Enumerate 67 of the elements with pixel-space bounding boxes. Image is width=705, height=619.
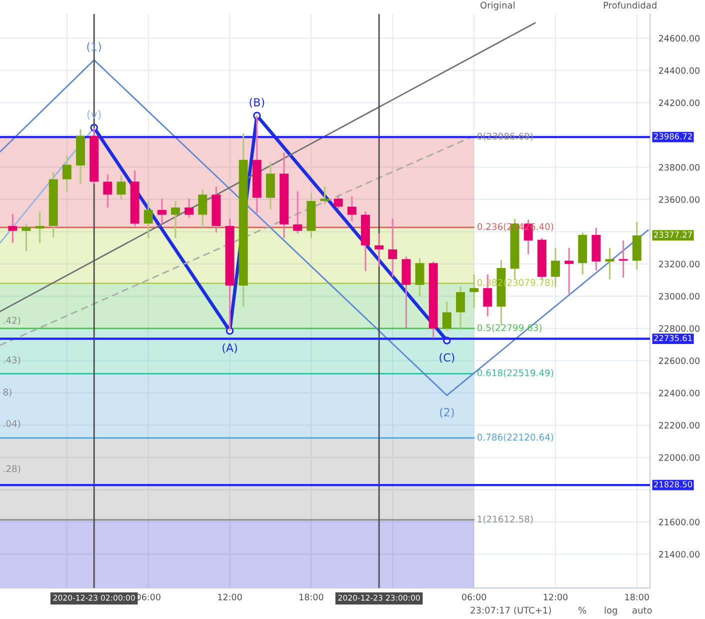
annotation: .28)	[4, 465, 20, 474]
x-tick-label: 06:00	[462, 594, 486, 600]
candlestick	[347, 195, 356, 222]
candlestick	[144, 200, 153, 239]
annotation: (C)	[440, 353, 454, 363]
candlestick	[184, 198, 194, 219]
y-tick-label: 23600.00	[658, 196, 700, 203]
candlestick	[22, 222, 31, 252]
candlestick	[103, 174, 112, 208]
y-tick-label: 24200.00	[658, 100, 700, 106]
y-tick-label: 24400.00	[658, 67, 700, 74]
ref-line-label: 22735.61	[654, 334, 692, 342]
candlestick	[116, 174, 126, 200]
annotation: (2)	[440, 408, 454, 418]
candlestick	[35, 210, 44, 244]
y-tick-label: 22200.00	[658, 422, 700, 429]
candlestick	[157, 198, 166, 224]
x-tick-label: 12:00	[218, 594, 242, 600]
y-tick-label: 22400.00	[658, 390, 700, 396]
y-tick-label: 21600.00	[658, 518, 700, 526]
annotation: .42)	[4, 316, 20, 325]
line-series	[0, 59, 649, 396]
candlestick	[415, 258, 424, 297]
text: auto	[632, 607, 652, 614]
x-tick-label: 18:00	[300, 594, 324, 600]
y-tick-label: 24600.00	[658, 35, 700, 42]
text: Profundidad	[604, 2, 656, 9]
y-tick-label: 23200.00	[658, 260, 700, 268]
candlestick	[171, 200, 180, 239]
y-tick-label: 23000.00	[658, 292, 700, 300]
y-tick-label: 22000.00	[658, 454, 700, 461]
candlestick	[320, 186, 330, 206]
candlestick	[62, 155, 72, 192]
annotation: (B)	[250, 98, 264, 108]
annotation: (A)	[222, 343, 237, 354]
text: %	[578, 606, 586, 614]
ref-line-label: 23986.72	[654, 133, 692, 140]
annotation: 0.786(22120.64)	[477, 434, 554, 442]
candlestick	[456, 286, 465, 330]
candlestick	[293, 190, 302, 234]
candlestick	[618, 240, 628, 278]
y-tick-label: 21400.00	[658, 550, 700, 558]
y-tick-label: 22800.00	[658, 325, 700, 332]
y-tick-label: 22600.00	[658, 357, 700, 364]
candlestick	[564, 247, 574, 295]
annotation: 8)	[3, 388, 12, 397]
text: 23:07:17 (UTC+1)	[470, 606, 551, 615]
text: log	[604, 606, 617, 616]
annotation: .43)	[4, 356, 20, 364]
annotation: 1(21612.58)	[478, 515, 533, 524]
annotation: 0.618(22519.49)	[477, 369, 554, 378]
candlestick	[388, 218, 398, 278]
candlestick	[374, 232, 384, 268]
annotation: 0(23986.69)	[477, 132, 533, 141]
ref-line-label: 21828.50	[654, 481, 692, 488]
x-tick-label: 18:00	[625, 594, 649, 600]
x-tick-label: 12:00	[544, 594, 568, 600]
y-tick-label: 23800.00	[658, 164, 700, 171]
text: Original	[480, 2, 514, 10]
candlestick	[442, 301, 452, 332]
candlestick	[198, 188, 208, 228]
candlestick	[8, 213, 18, 244]
candlestick	[470, 274, 479, 310]
annotation: .04)	[4, 420, 20, 428]
candlestick	[334, 195, 343, 210]
annotation: 23377.27	[654, 232, 692, 238]
candlestick	[605, 247, 614, 280]
